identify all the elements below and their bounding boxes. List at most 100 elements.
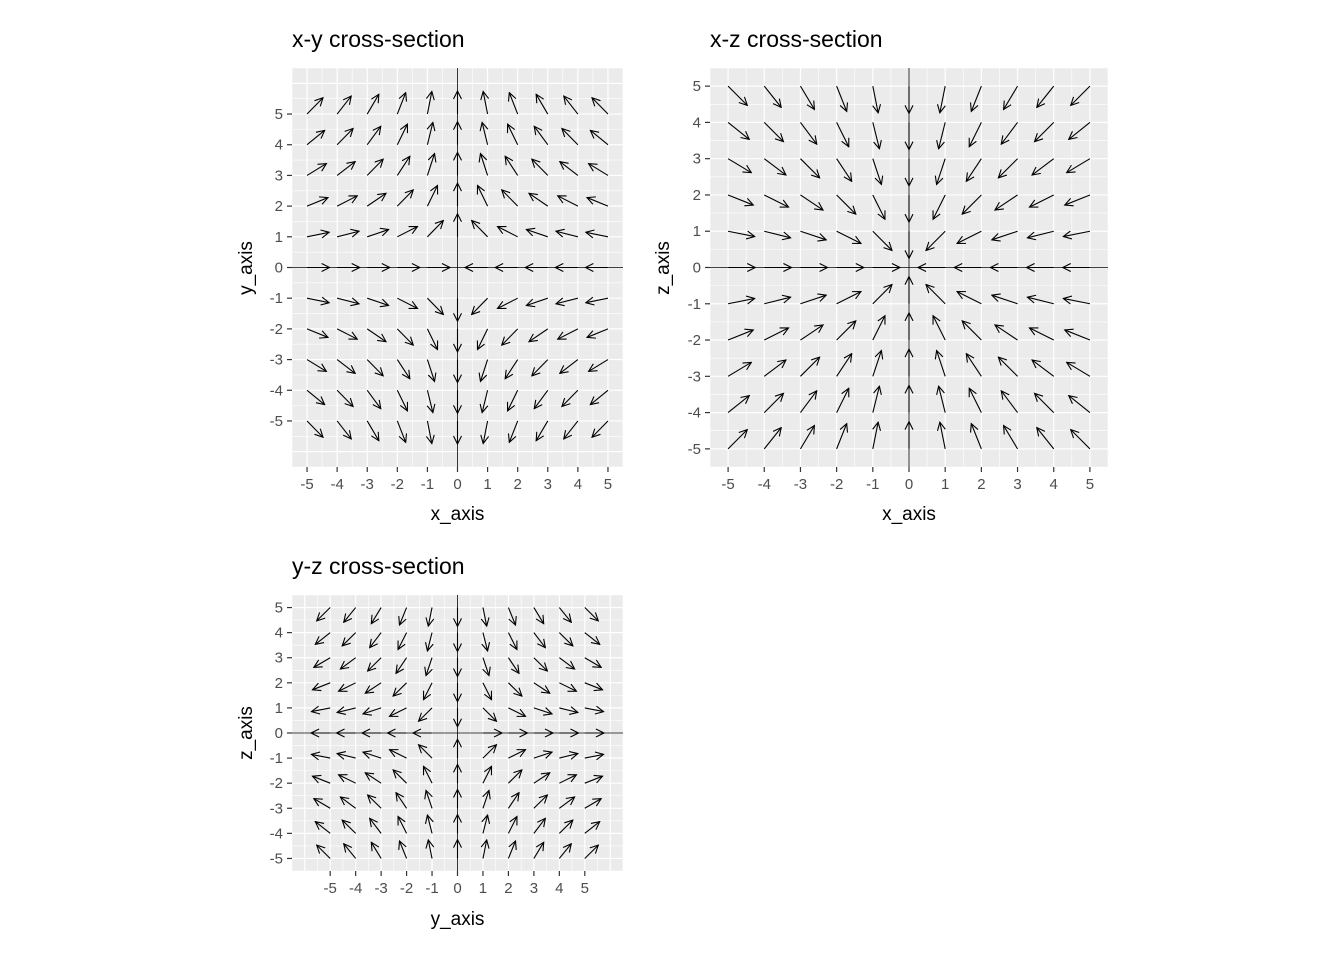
panel-xy: x-y cross-section -5 -4 -3 -2 -1 0 1 2 3 4 5 -5 -4 -3…	[236, 26, 624, 525]
vector-arrow	[399, 607, 408, 625]
y-tick-label: 5	[275, 600, 283, 617]
y-tick-label: 4	[693, 114, 701, 131]
vector-arrow	[1027, 230, 1054, 238]
vector-arrow	[398, 817, 408, 834]
vector-arrow	[314, 657, 331, 668]
vector-arrow	[306, 298, 329, 303]
vector-arrow	[426, 186, 437, 207]
panel-xy-title: x-y cross-section	[292, 26, 465, 52]
vector-arrow	[533, 773, 550, 784]
y-tick-label: 2	[693, 187, 701, 204]
vector-arrow	[763, 393, 783, 413]
panel-yz-title: y-z cross-section	[292, 553, 465, 579]
vector-arrow	[336, 328, 357, 339]
vector-arrow	[1067, 362, 1091, 377]
vector-arrow	[365, 773, 382, 784]
vector-arrow	[1004, 85, 1019, 109]
vector-arrow	[396, 657, 408, 674]
vector-arrow	[427, 420, 431, 444]
x-tick-label: 3	[1013, 476, 1021, 493]
vector-arrow	[992, 230, 1018, 240]
vector-arrow	[336, 196, 357, 207]
x-tick-label: -2	[391, 476, 404, 493]
vector-arrow	[763, 360, 786, 377]
vector-arrow	[586, 298, 609, 303]
vector-arrow	[366, 328, 386, 342]
vector-arrow	[727, 330, 753, 341]
vector-arrow	[727, 430, 747, 450]
vector-arrow	[589, 164, 609, 176]
vector-arrow	[483, 657, 489, 676]
vector-arrow	[482, 390, 487, 412]
vector-arrow	[800, 357, 819, 377]
vector-arrow	[314, 799, 331, 809]
vector-arrow	[306, 164, 326, 176]
x-axis-ticks: -5 -4 -3 -2 -1 0 1 2 3 4 5	[324, 871, 589, 897]
vector-arrow	[480, 359, 489, 382]
vector-arrow	[564, 96, 579, 115]
vector-arrow	[534, 389, 549, 408]
vector-arrow	[396, 359, 410, 379]
y-tick-label: -3	[270, 800, 283, 817]
vector-arrow	[337, 708, 356, 713]
vector-arrow	[800, 158, 819, 178]
vector-arrow	[419, 745, 433, 759]
vector-arrow	[533, 657, 548, 671]
vector-arrow	[937, 351, 946, 377]
vector-arrow	[939, 122, 946, 148]
vector-arrow	[727, 194, 753, 205]
vector-arrow	[534, 126, 549, 146]
vector-arrow	[483, 790, 489, 809]
panel-yz-x-axis-title: y_axis	[431, 909, 485, 930]
vector-arrow	[366, 159, 383, 176]
vector-arrow	[836, 321, 856, 341]
y-tick-label: 2	[275, 675, 283, 692]
vector-arrow	[306, 389, 325, 404]
x-axis-ticks: -5 -4 -3 -2 -1 0 1 2 3 4 5	[300, 467, 612, 493]
vector-arrow	[533, 607, 544, 624]
vector-arrow	[800, 122, 816, 144]
vector-arrow	[393, 682, 407, 696]
vector-arrow	[337, 754, 356, 759]
vector-arrow	[312, 776, 331, 784]
vector-arrow	[306, 420, 323, 437]
x-tick-label: -2	[830, 476, 843, 493]
x-tick-label: 2	[514, 476, 522, 493]
vector-arrow	[957, 292, 982, 305]
vector-arrow	[306, 232, 329, 237]
vector-arrow	[529, 328, 549, 342]
vector-arrow	[336, 128, 353, 146]
vector-arrow	[340, 657, 356, 669]
vector-arrow	[590, 389, 609, 404]
vector-arrow	[1004, 426, 1019, 450]
x-tick-label: -3	[794, 476, 807, 493]
panel-yz: y-z cross-section -5 -4 -3 -2 -1 0 1 2 3 4 5-5-4-3…	[236, 553, 624, 930]
x-tick-label: 5	[1086, 476, 1094, 493]
vector-arrow	[482, 766, 492, 784]
y-tick-label: -2	[270, 321, 283, 338]
vector-arrow	[526, 230, 548, 238]
y-tick-label: 0	[275, 260, 283, 277]
vector-arrow	[371, 842, 382, 859]
panel-xz: x-z cross-section -5 -4 -3 -2 -1 0 1 2 3 4 5 -5 -4 -3…	[653, 26, 1109, 525]
vector-arrow	[1032, 360, 1055, 377]
vector-arrow	[508, 750, 525, 759]
vector-arrow	[799, 426, 814, 450]
vector-arrow	[428, 607, 432, 626]
vector-arrow	[873, 422, 878, 449]
y-tick-label: -2	[270, 775, 283, 792]
vector-arrow	[727, 85, 747, 105]
y-tick-label: 4	[275, 137, 283, 154]
vector-arrow	[962, 321, 982, 341]
vector-arrow	[558, 820, 573, 834]
vector-arrow	[366, 389, 381, 408]
vector-arrow	[306, 359, 326, 372]
vector-arrow	[509, 93, 519, 115]
vector-arrow	[872, 194, 885, 219]
x-tick-label: 5	[581, 880, 589, 897]
y-tick-label: 5	[693, 78, 701, 95]
vector-arrow	[1069, 396, 1091, 414]
vector-arrow	[836, 424, 847, 450]
vector-arrow	[497, 297, 518, 308]
